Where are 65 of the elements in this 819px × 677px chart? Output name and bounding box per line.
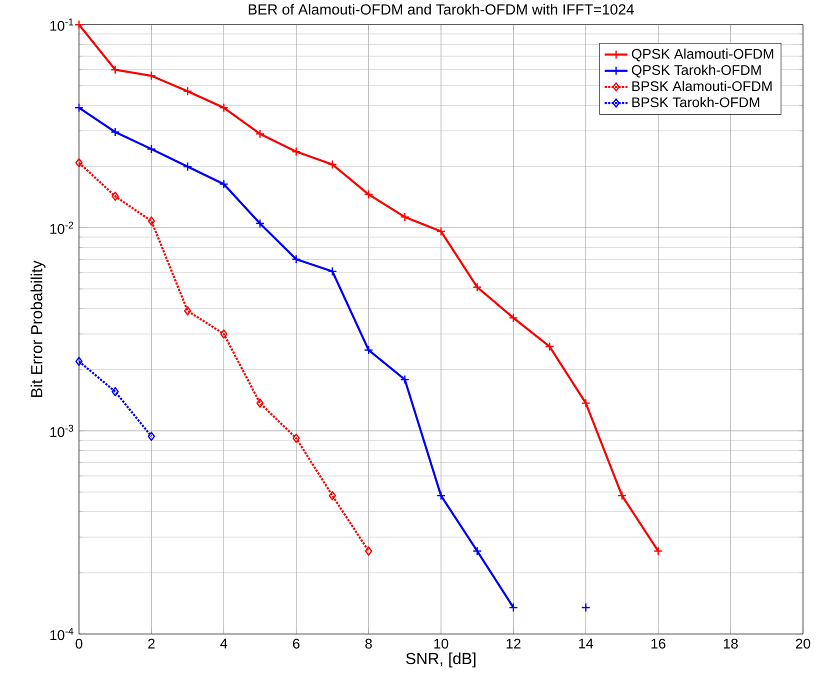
x-tick-label: 2 xyxy=(148,638,155,648)
point xyxy=(75,158,83,168)
y-tick-label: 10$^{-3}$ xyxy=(50,424,74,438)
point xyxy=(617,490,627,500)
point xyxy=(255,218,265,228)
point xyxy=(182,86,192,96)
point xyxy=(74,20,84,30)
point xyxy=(436,490,446,500)
point xyxy=(146,144,156,154)
point xyxy=(146,71,156,80)
point xyxy=(110,127,120,137)
point xyxy=(255,129,265,139)
chart-title: BER of Alamouti-OFDM and Tarokh-OFDM with IFFT=1024 xyxy=(248,4,634,15)
x-tick-label: 18 xyxy=(724,638,738,649)
point xyxy=(110,65,120,74)
point xyxy=(508,313,518,323)
point xyxy=(654,546,663,556)
x-tick-label: 6 xyxy=(293,638,300,649)
point xyxy=(328,266,338,276)
point xyxy=(256,398,264,408)
point xyxy=(328,490,336,500)
point xyxy=(112,192,119,201)
point xyxy=(436,226,446,236)
y-tick-label: 10$^{-4}$ xyxy=(50,628,74,640)
point xyxy=(364,546,372,556)
x-tick-label: 8 xyxy=(365,638,372,649)
point xyxy=(75,356,83,366)
x-tick-label: 0 xyxy=(76,638,82,649)
x-tick-label: 10 xyxy=(434,638,448,649)
point xyxy=(292,254,301,264)
x-tick-label: 12 xyxy=(506,638,520,648)
x-tick-label: 14 xyxy=(579,638,594,648)
point xyxy=(219,179,228,189)
legend-label: BPSK Tarokh-OFDM xyxy=(632,96,760,108)
point xyxy=(74,103,84,112)
point xyxy=(581,602,590,612)
point xyxy=(581,398,590,408)
y-tick-label: 10$^{-2}$ xyxy=(50,222,74,234)
legend-label: QPSK Tarokh-OFDM xyxy=(632,64,761,78)
point xyxy=(544,342,554,352)
x-tick-label: 16 xyxy=(651,638,666,649)
point xyxy=(292,146,301,156)
point xyxy=(508,602,518,612)
point xyxy=(184,306,192,316)
y-axis-title: Bit Error Probability xyxy=(30,260,46,397)
point xyxy=(219,103,228,112)
x-tick-label: 20 xyxy=(796,638,810,649)
point xyxy=(220,329,228,339)
point xyxy=(364,345,374,355)
point xyxy=(400,212,410,222)
point xyxy=(112,386,119,396)
y-tick-label: 10$^{-1}$ xyxy=(50,18,74,31)
point xyxy=(182,162,192,172)
x-axis-title: SNR, [dB] xyxy=(406,652,476,668)
legend-label: QPSK Alamouti-OFDM xyxy=(632,48,774,62)
point xyxy=(328,160,338,170)
point xyxy=(400,374,410,384)
point xyxy=(292,434,300,443)
point xyxy=(472,282,482,292)
legend-label: BPSK Alamouti-OFDM xyxy=(632,80,772,92)
point xyxy=(148,216,156,226)
point xyxy=(472,546,482,556)
x-tick-label: 4 xyxy=(220,638,228,648)
point xyxy=(364,190,374,200)
point xyxy=(148,432,156,442)
